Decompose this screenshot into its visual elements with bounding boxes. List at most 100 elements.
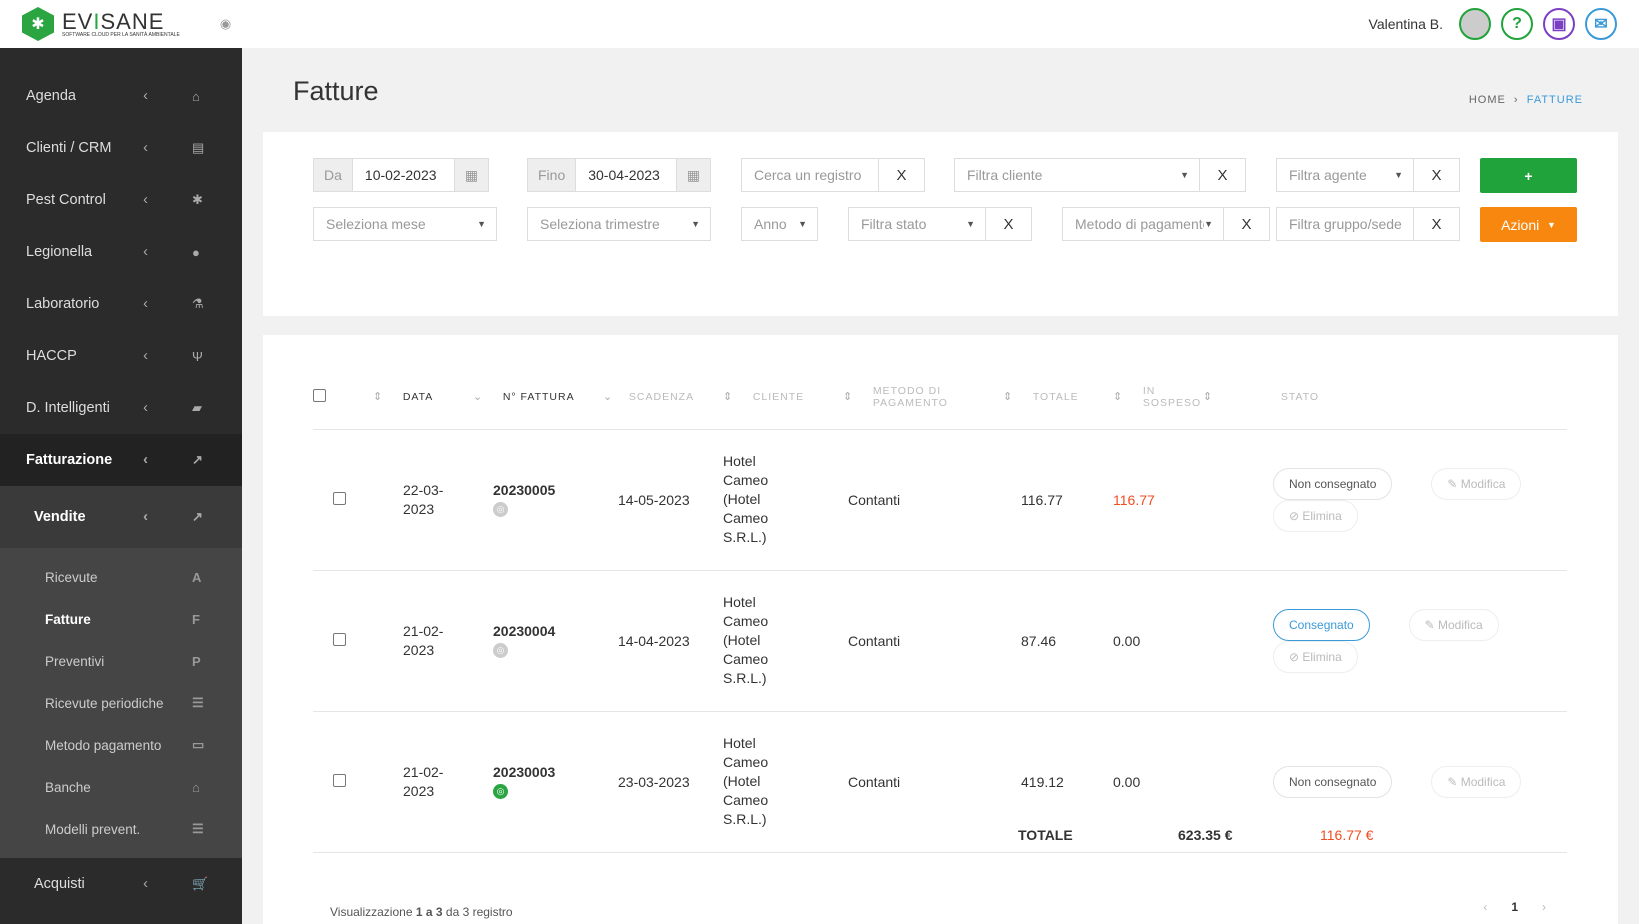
clear-payment-button[interactable]: X (1223, 208, 1269, 240)
sidebar-subitem[interactable]: Ricevute periodiche ☰ (0, 682, 242, 724)
clear-client-button[interactable]: X (1199, 159, 1245, 191)
sidebar-subitem[interactable]: Preventivi P (0, 640, 242, 682)
sidebar-item-acquisti[interactable]: Acquisti ‹ 🛒 (0, 858, 242, 910)
date-from-field[interactable]: Da 10-02-2023 ▦ (313, 158, 489, 192)
group-filter[interactable]: Filtra gruppo/sede X (1276, 207, 1460, 241)
toggle-sidebar-icon[interactable]: ◉ (219, 16, 232, 31)
agent-select[interactable]: Filtra agente (1289, 167, 1367, 183)
row-checkbox[interactable] (333, 632, 346, 646)
header-sospeso[interactable]: ⇕ IN SOSPESO⇕ (1113, 365, 1273, 430)
pending-amount: 116.77 (1113, 429, 1273, 571)
user-name[interactable]: Valentina B. (1368, 16, 1443, 32)
sidebar-item[interactable]: Agenda ‹ ⌂ (0, 70, 242, 122)
label: Seleziona trimestre (540, 216, 660, 232)
sidebar-item[interactable]: Pest Control ‹ ✱ (0, 174, 242, 226)
edit-button[interactable]: ✎ Modifica (1431, 765, 1522, 798)
agent-filter[interactable]: Filtra agente ▼ X (1276, 158, 1460, 192)
client-name[interactable]: Hotel Cameo (Hotel Cameo S.R.L.) (723, 594, 769, 686)
menu-item-icon: A (192, 569, 202, 585)
clear-status-button[interactable]: X (985, 208, 1031, 240)
menu-item-icon: ▭ (192, 737, 205, 752)
sidebar-item[interactable]: Fatturazione ‹ ↗ (0, 434, 242, 486)
payment-filter[interactable]: Metodo di pagamento ▼ X (1062, 207, 1270, 241)
header-stato[interactable]: STATO (1273, 365, 1567, 430)
chevron-left-icon: ‹ (143, 876, 148, 892)
month-select[interactable]: Seleziona mese ▼ (313, 207, 497, 241)
header-scadenza[interactable]: ⌄ SCADENZA (603, 365, 723, 430)
select-all-checkbox[interactable] (313, 388, 326, 402)
client-select[interactable]: Filtra cliente (967, 167, 1043, 183)
invoice-number[interactable]: 20230005 (493, 482, 556, 498)
next-page-button[interactable]: › (1542, 900, 1546, 914)
edit-button[interactable]: ✎ Modifica (1431, 467, 1522, 500)
header-data[interactable]: ⇕ DATA (373, 365, 473, 430)
status-filter[interactable]: Filtra stato ▼ X (848, 207, 1032, 241)
header-cliente[interactable]: ⇕ CLIENTE (723, 365, 843, 430)
row-checkbox[interactable] (333, 491, 346, 505)
chat-icon[interactable]: ✉ (1585, 8, 1617, 40)
table-row: 21-02-2023 20230003 ◎ 23-03-2023 Hotel Ca… (313, 711, 1567, 853)
year-select[interactable]: Anno ▼ (741, 207, 818, 241)
sidebar-item[interactable]: Legionella ‹ ● (0, 226, 242, 278)
sidebar-item[interactable]: Clienti / CRM ‹ ▤ (0, 122, 242, 174)
status-select[interactable]: Filtra stato (861, 216, 927, 232)
sidebar-subitem[interactable]: Banche ⌂ (0, 766, 242, 808)
add-invoice-button[interactable]: + (1480, 158, 1577, 193)
status-badge[interactable]: Non consegnato (1273, 765, 1393, 798)
search-field[interactable]: Cerca un registro X (741, 158, 925, 192)
clear-group-button[interactable]: X (1413, 208, 1459, 240)
label: Clienti / CRM (26, 140, 112, 156)
search-input[interactable]: Cerca un registro (754, 167, 862, 183)
sidebar-item[interactable]: D. Intelligenti ‹ ▰ (0, 382, 242, 434)
breadcrumb-home[interactable]: HOME (1468, 94, 1506, 106)
group-select[interactable]: Filtra gruppo/sede (1289, 216, 1402, 232)
status-badge[interactable]: Consegnato (1273, 608, 1370, 641)
date-to-field[interactable]: Fino 30-04-2023 ▦ (527, 158, 711, 192)
calendar-icon[interactable]: ▦ (454, 159, 488, 191)
help-icon[interactable]: ? (1501, 8, 1533, 40)
sort-icon: ⌄ (603, 391, 614, 404)
caret-down-icon: ▼ (1204, 219, 1213, 229)
actions-dropdown[interactable]: Azioni ▼ (1480, 207, 1577, 242)
quarter-select[interactable]: Seleziona trimestre ▼ (527, 207, 711, 241)
clear-agent-button[interactable]: X (1413, 159, 1459, 191)
client-name[interactable]: Hotel Cameo (Hotel Cameo S.R.L.) (723, 735, 769, 827)
delete-button[interactable]: ⊘ Elimina (1273, 499, 1358, 532)
payment-select[interactable]: Metodo di pagamento (1075, 216, 1205, 232)
header-metodo[interactable]: ⇕ METODO DI PAGAMENTO (843, 365, 1003, 430)
invoice-number[interactable]: 20230003 (493, 764, 556, 780)
calendar-icon[interactable]: ▦ (676, 159, 710, 191)
logo[interactable]: ✱ EVISANE SOFTWARE CLOUD PER LA SANITÀ AM… (22, 7, 180, 41)
page-1-button[interactable]: 1 (1511, 900, 1518, 914)
client-filter[interactable]: Filtra cliente ▼ X (954, 158, 1246, 192)
total: 116.77 (1003, 429, 1113, 571)
sidebar-subitem[interactable]: Ricevute A (0, 556, 242, 598)
invoice-date: 21-02-2023 (403, 763, 444, 799)
date-to-input[interactable]: 30-04-2023 (588, 167, 660, 183)
delete-button[interactable]: ⊘ Elimina (1273, 640, 1358, 673)
prev-page-button[interactable]: ‹ (1483, 900, 1488, 914)
label: Acquisti (34, 876, 85, 892)
invoice-number[interactable]: 20230004 (493, 623, 556, 639)
chevron-left-icon: ‹ (143, 140, 148, 156)
gift-icon[interactable]: ▣ (1543, 8, 1575, 40)
sidebar-item[interactable]: Laboratorio ‹ ⚗ (0, 278, 242, 330)
header-totale[interactable]: ⇕ TOTALE (1003, 365, 1113, 430)
sidebar-subitem[interactable]: Metodo pagamento ▭ (0, 724, 242, 766)
row-checkbox[interactable] (333, 773, 346, 787)
clear-search-button[interactable]: X (878, 159, 924, 191)
client-name[interactable]: Hotel Cameo (Hotel Cameo S.R.L.) (723, 453, 769, 545)
edit-button[interactable]: ✎ Modifica (1408, 608, 1499, 641)
caret-down-icon: ▼ (1394, 170, 1403, 180)
status-badge[interactable]: Non consegnato (1273, 467, 1393, 500)
chevron-left-icon: ‹ (143, 192, 148, 208)
header-numero[interactable]: ⌄ N° FATTURA (473, 365, 603, 430)
flask-icon: ⚗ (192, 296, 204, 311)
avatar[interactable] (1459, 8, 1491, 40)
sidebar-subitem[interactable]: Fatture F (0, 598, 242, 640)
date-from-input[interactable]: 10-02-2023 (364, 167, 437, 183)
sidebar-item-vendite[interactable]: Vendite ‹ ↗ (0, 486, 242, 548)
sidebar-item[interactable]: HACCP ‹ Ψ (0, 330, 242, 382)
label: Ricevute (45, 569, 98, 585)
sidebar-subitem[interactable]: Modelli prevent. ☰ (0, 808, 242, 850)
